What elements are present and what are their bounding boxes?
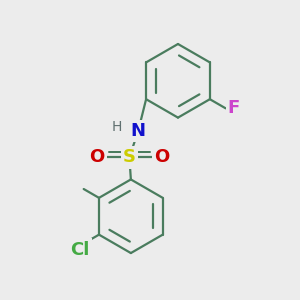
- Text: H: H: [112, 120, 122, 134]
- Text: O: O: [154, 148, 170, 166]
- Text: N: N: [131, 122, 146, 140]
- Text: Cl: Cl: [70, 241, 90, 259]
- Text: S: S: [123, 148, 136, 166]
- Text: O: O: [89, 148, 105, 166]
- Text: F: F: [228, 99, 240, 117]
